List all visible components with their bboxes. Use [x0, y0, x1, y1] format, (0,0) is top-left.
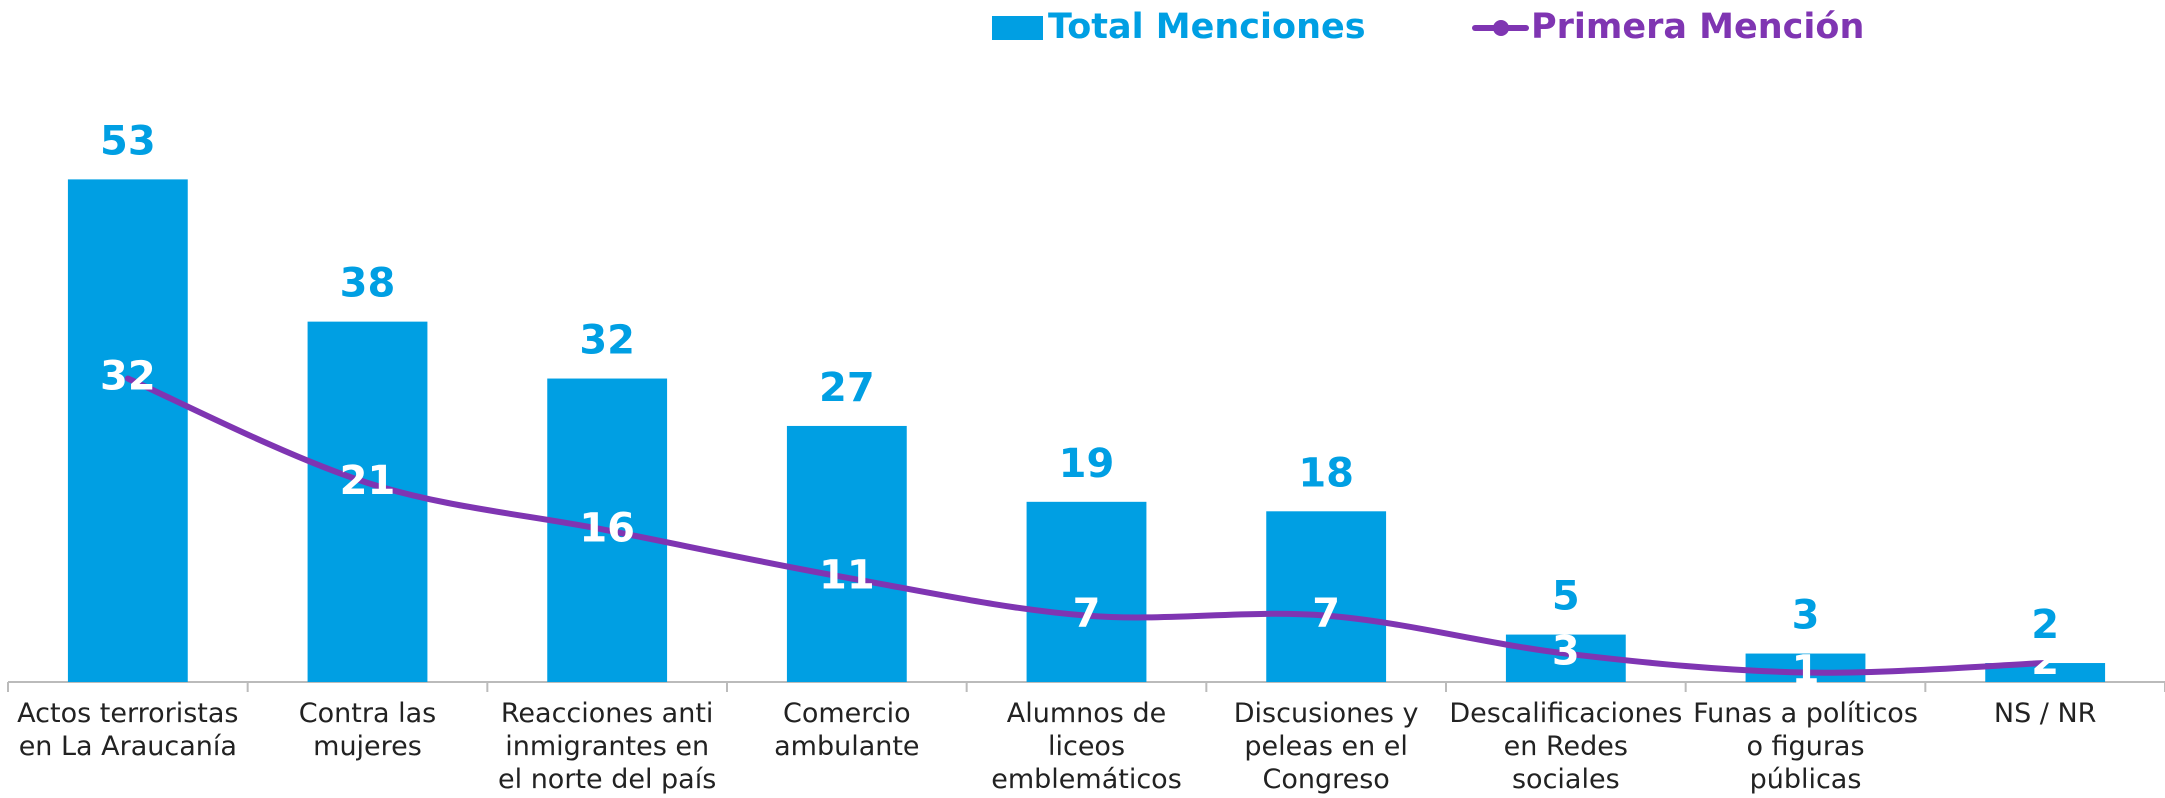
bar	[786, 425, 907, 682]
x-tick-label: Funas a políticos o figuras públicas	[1693, 698, 1918, 795]
x-tick-label: Alumnos de liceos emblemáticos	[991, 698, 1182, 795]
x-tick-label: NS / NR	[1993, 698, 2097, 729]
legend-swatch	[992, 16, 1043, 40]
line-value-label: 32	[100, 354, 156, 400]
bar	[1266, 511, 1387, 682]
line	[124, 375, 2049, 676]
bar-value-label: 2	[2031, 602, 2059, 648]
bar	[1985, 663, 2106, 682]
line-value-label: 21	[340, 458, 396, 504]
bar-value-label: 3	[1792, 593, 1820, 639]
x-tick-label: Descalificaciones en Redes sociales	[1449, 698, 1683, 795]
bar-value-label: 5	[1552, 574, 1580, 620]
line-value-label: 16	[579, 505, 635, 551]
bar-value-label: 27	[819, 365, 875, 411]
bar-value-label: 19	[1059, 441, 1115, 487]
line-value-label: 7	[1312, 591, 1340, 637]
bar-value-label: 32	[579, 318, 635, 364]
line-value-label: 3	[1552, 629, 1580, 675]
line-value-label: 2	[2031, 638, 2059, 684]
bar	[1745, 653, 1866, 682]
bar	[307, 321, 428, 682]
line-value-label: 11	[819, 553, 875, 599]
bar-value-label: 18	[1298, 450, 1354, 496]
bar	[1026, 501, 1147, 682]
x-tick-label: Discusiones y peleas en el Congreso	[1233, 698, 1419, 795]
x-tick-label: Actos terroristas en La Araucanía	[17, 698, 239, 762]
bar	[67, 179, 188, 682]
line-value-label: 1	[1792, 648, 1820, 694]
x-tick-label: Contra las mujeres	[298, 698, 437, 762]
legend-swatch	[1493, 20, 1509, 36]
legend-label: Primera Mención	[1531, 7, 1864, 47]
x-tick-label: Comercio ambulante	[774, 698, 920, 762]
line-value-label: 7	[1073, 591, 1101, 637]
legend-label: Total Menciones	[1048, 7, 1366, 47]
bar-value-label: 38	[340, 261, 396, 307]
x-tick-label: Reacciones anti inmigrantes en el norte …	[498, 698, 717, 795]
bar-value-label: 53	[100, 118, 156, 164]
